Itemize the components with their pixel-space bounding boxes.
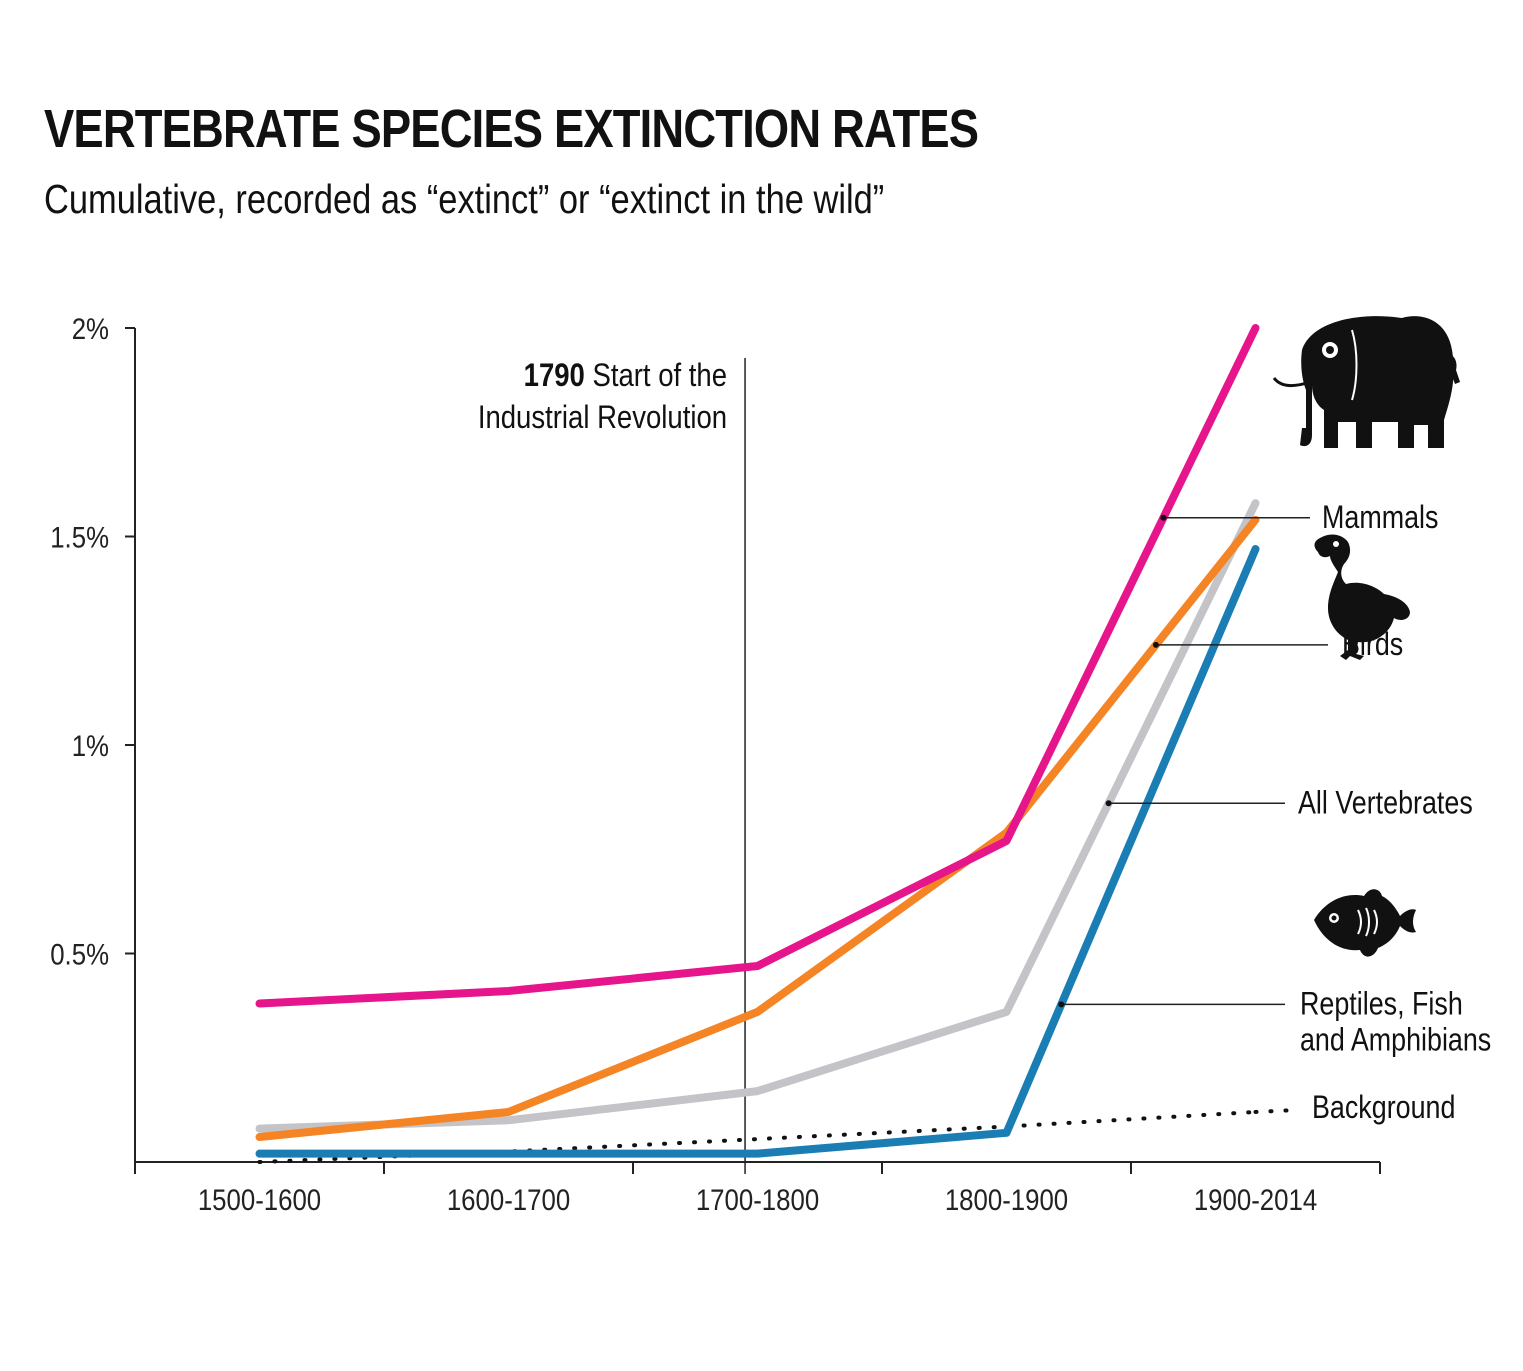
- background-line-extension: [1253, 1107, 1302, 1114]
- y-tick-label: 1.5%: [50, 521, 109, 554]
- x-tick-label: 1600-1700: [447, 1183, 570, 1216]
- chart-series: [255, 324, 1302, 1164]
- chart-annotations: 1790 Start of the Industrial Revolution: [478, 358, 746, 1174]
- leader-dot-reptiles-fish-and-amphibians: [1058, 1001, 1065, 1008]
- series-label-all-vertebrates: All Vertebrates: [1298, 785, 1473, 821]
- chart-icons: [1272, 316, 1460, 957]
- series-line-all-vertebrates: [255, 499, 1260, 1133]
- series-label-reptiles-fish-and-amphibians: Reptiles, Fish: [1300, 986, 1463, 1022]
- dodo-icon: [1314, 534, 1410, 660]
- y-tick-label: 2%: [72, 312, 109, 345]
- annotation-label-line2: Industrial Revolution: [478, 400, 727, 435]
- chart-axes: 0.5% 1% 1.5% 2% 1500-1600 1600-1700 1700-1800 1…: [50, 312, 1381, 1216]
- x-tick-label: 1500-1600: [198, 1183, 321, 1216]
- series-label-reptiles-fish-and-amphibians: and Amphibians: [1300, 1022, 1491, 1058]
- y-tick-label: 1%: [72, 729, 109, 762]
- elephant-icon: [1272, 316, 1460, 448]
- x-tick-label: 1800-1900: [945, 1183, 1068, 1216]
- leader-dot-mammals: [1160, 514, 1167, 521]
- x-tick-label: 1700-1800: [696, 1183, 819, 1216]
- series-label-background: Background: [1312, 1090, 1455, 1126]
- x-tick-label: 1900-2014: [1194, 1183, 1317, 1216]
- page-title: VERTEBRATE SPECIES EXTINCTION RATES: [44, 99, 979, 159]
- series-line-birds: [255, 515, 1260, 1141]
- y-tick-label: 0.5%: [50, 938, 109, 971]
- annotation-label: 1790 Start of the: [524, 358, 727, 393]
- leader-dot-birds: [1152, 641, 1159, 648]
- series-label-mammals: Mammals: [1322, 500, 1438, 536]
- page-subtitle: Cumulative, recorded as “extinct” or “ex…: [44, 176, 885, 222]
- leader-dot-all-vertebrates: [1105, 800, 1112, 807]
- fish-icon: [1314, 889, 1416, 957]
